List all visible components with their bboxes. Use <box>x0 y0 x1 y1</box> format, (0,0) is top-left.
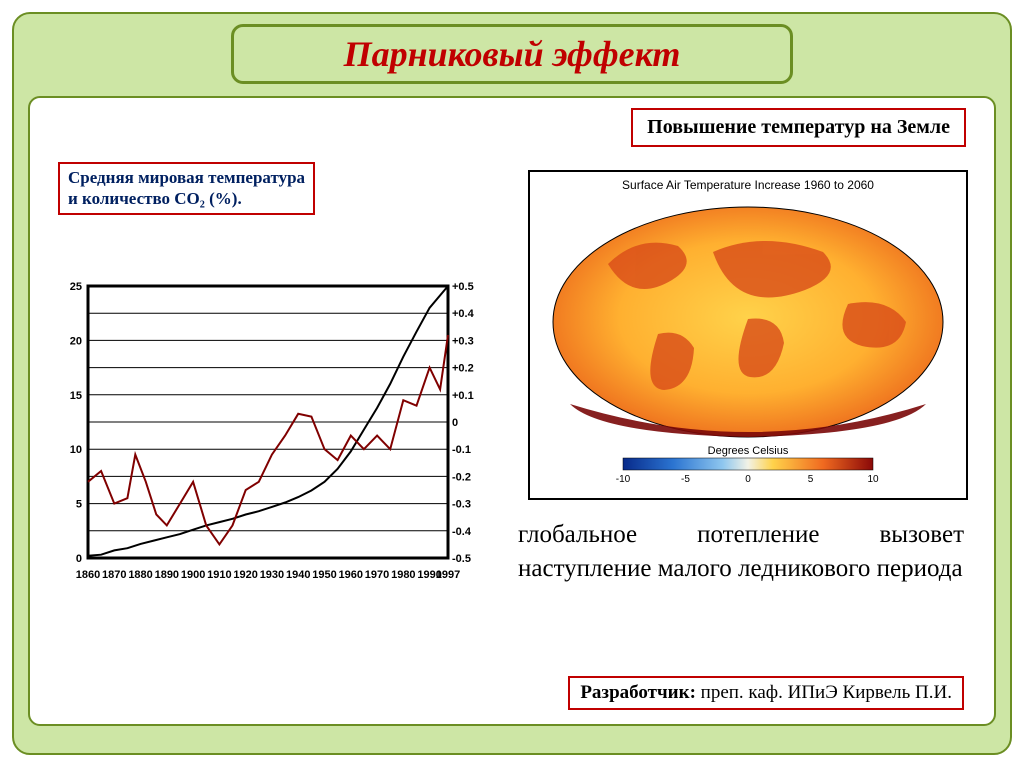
svg-text:+0.2: +0.2 <box>452 363 474 375</box>
svg-text:1980: 1980 <box>391 569 415 581</box>
svg-text:-0.2: -0.2 <box>452 471 471 483</box>
footer-label: Разработчик: <box>580 682 700 703</box>
right-caption-text: Повышение температур на Земле <box>647 116 950 138</box>
svg-text:-0.5: -0.5 <box>452 553 471 565</box>
svg-text:1880: 1880 <box>128 569 152 581</box>
svg-text:-0.1: -0.1 <box>452 444 471 456</box>
content-panel: Повышение температур на Земле Средняя ми… <box>28 96 996 726</box>
svg-text:+0.5: +0.5 <box>452 281 474 293</box>
scale-label: Degrees Celsius <box>708 445 789 457</box>
svg-text:-0.3: -0.3 <box>452 499 471 511</box>
slide-title: Парниковый эффект <box>344 34 681 74</box>
svg-text:1860: 1860 <box>76 569 100 581</box>
globe-figure: Surface Air Temperature Increase 1960 to… <box>528 170 968 500</box>
svg-text:+0.1: +0.1 <box>452 390 474 402</box>
svg-text:1890: 1890 <box>155 569 179 581</box>
svg-text:5: 5 <box>76 499 82 511</box>
svg-text:10: 10 <box>867 474 879 485</box>
color-scale-bar <box>623 458 873 470</box>
svg-text:+0.4: +0.4 <box>452 308 475 320</box>
svg-text:0: 0 <box>452 417 458 429</box>
svg-text:1960: 1960 <box>339 569 363 581</box>
svg-text:1997: 1997 <box>436 569 460 581</box>
left-caption-box: Средняя мировая температура и количество… <box>58 162 315 215</box>
svg-text:10: 10 <box>70 444 82 456</box>
svg-text:0: 0 <box>76 553 82 565</box>
svg-text:1970: 1970 <box>365 569 389 581</box>
svg-text:20: 20 <box>70 335 82 347</box>
left-caption-line1: Средняя мировая температура <box>68 168 305 187</box>
svg-text:25: 25 <box>70 281 82 293</box>
globe-svg: Degrees Celsius -10 -5 0 5 10 <box>538 194 958 494</box>
svg-text:+0.3: +0.3 <box>452 335 474 347</box>
slide-title-box: Парниковый эффект <box>231 24 792 84</box>
svg-text:-10: -10 <box>616 474 631 485</box>
svg-text:1940: 1940 <box>286 569 310 581</box>
slide-card: Парниковый эффект Повышение температур н… <box>12 12 1012 755</box>
svg-text:1920: 1920 <box>233 569 257 581</box>
svg-text:1870: 1870 <box>102 569 126 581</box>
body-paragraph: глобальное потепление вызовет наступлени… <box>518 518 964 586</box>
scale-ticks: -10 -5 0 5 10 <box>616 474 879 485</box>
svg-text:1950: 1950 <box>312 569 336 581</box>
left-caption-line2: и количество CO₂ (%). <box>68 189 242 208</box>
svg-text:15: 15 <box>70 390 82 402</box>
right-caption-box: Повышение температур на Земле <box>631 108 966 147</box>
footer-value: преп. каф. ИПиЭ Кирвель П.И. <box>701 682 952 703</box>
temperature-co2-chart: +0.5 +0.4 +0.3 +0.2 +0.1 0 -0.1 -0.2 -0.3 -0.4 -0.… <box>54 278 484 588</box>
svg-text:-0.4: -0.4 <box>452 526 472 538</box>
svg-text:0: 0 <box>745 474 751 485</box>
author-footer: Разработчик: преп. каф. ИПиЭ Кирвель П.И… <box>568 676 964 710</box>
svg-text:1910: 1910 <box>207 569 231 581</box>
globe-title: Surface Air Temperature Increase 1960 to… <box>538 178 958 192</box>
svg-text:-5: -5 <box>681 474 690 485</box>
svg-text:5: 5 <box>808 474 814 485</box>
svg-text:1900: 1900 <box>181 569 205 581</box>
svg-text:1930: 1930 <box>260 569 284 581</box>
